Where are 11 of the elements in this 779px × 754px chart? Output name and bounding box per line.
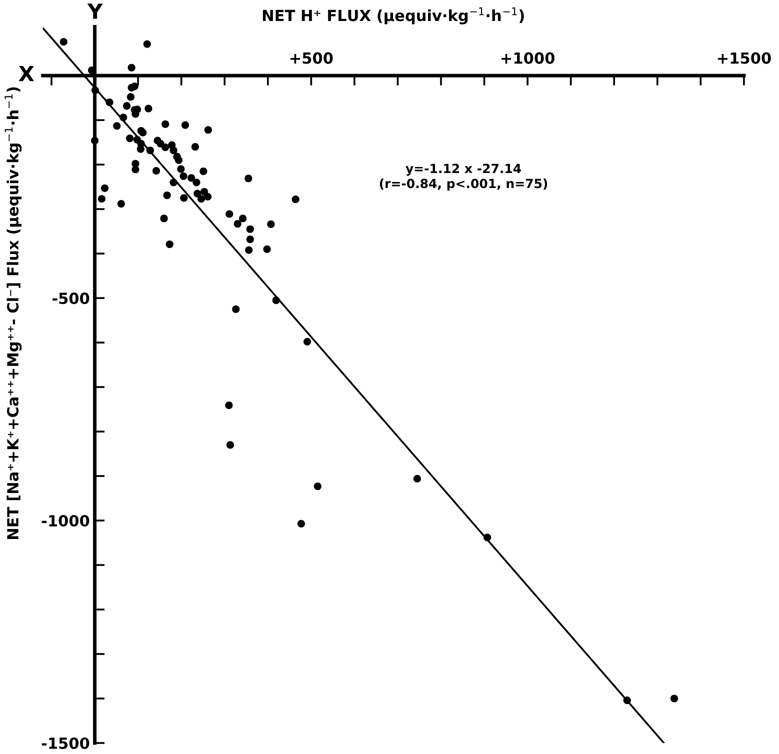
x-tick-label: +1000 <box>502 52 554 64</box>
y-tick-label: -1500 <box>42 737 90 750</box>
x-tick-label: +500 <box>290 52 333 64</box>
y-tick-label: -1000 <box>42 515 90 527</box>
x-axis-title: NET H⁺ FLUX (μequiv·kg$^{−1}$·h$^{−1}$) <box>262 7 524 24</box>
x-tick-label: +1500 <box>718 52 771 64</box>
y-axis-title: NET [Na⁺+K⁺+Ca⁺⁺+Mg⁺⁺- Cl⁻] Flux (μequiv·kg$^{−1}$·h$^{−1}$) <box>4 87 22 539</box>
text: Y <box>87 4 103 19</box>
text: X <box>18 66 34 82</box>
annotation: y=-1.12 x -27.14 (r=-0.84, p<.001, n=75) <box>380 164 548 191</box>
y-tick-label: -500 <box>52 292 90 304</box>
